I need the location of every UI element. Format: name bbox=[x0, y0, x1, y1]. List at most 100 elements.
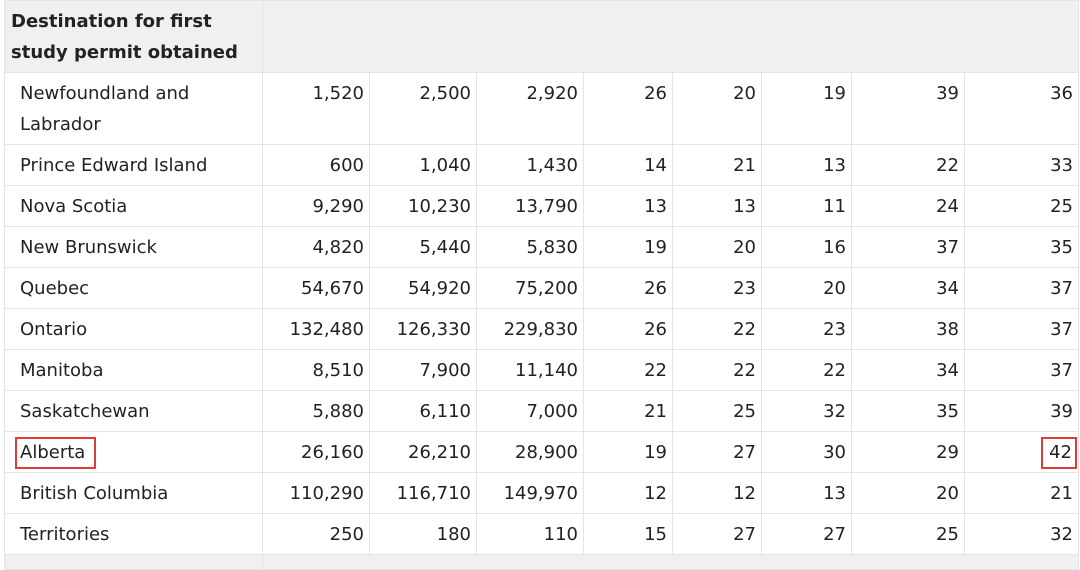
table-cell: 149,970 bbox=[476, 472, 584, 514]
table-cell: 36 bbox=[964, 72, 1079, 145]
row-label: Ontario bbox=[4, 308, 263, 350]
column-header-destination: Destination for first study permit obtai… bbox=[4, 0, 263, 73]
header-blank-area bbox=[262, 0, 1079, 73]
table-cell: 23 bbox=[672, 267, 762, 309]
table-cell: 19 bbox=[583, 226, 673, 268]
table-cell: 1,040 bbox=[369, 144, 477, 186]
table-cell: 32 bbox=[964, 513, 1079, 555]
table-row: Quebec 54,670 54,920 75,200 26 23 20 34 … bbox=[4, 267, 1079, 309]
table-cell: 20 bbox=[761, 267, 852, 309]
table-cell: 2,920 bbox=[476, 72, 584, 145]
table-cell: 6,110 bbox=[369, 390, 477, 432]
table-cell: 250 bbox=[262, 513, 370, 555]
table-cell: 39 bbox=[964, 390, 1079, 432]
table-cell: 10,230 bbox=[369, 185, 477, 227]
table-cell: 26,160 bbox=[262, 431, 370, 473]
table-cell: 126,330 bbox=[369, 308, 477, 350]
table-cell: 27 bbox=[672, 513, 762, 555]
table-cell: 21 bbox=[964, 472, 1079, 514]
table-cell: 4,820 bbox=[262, 226, 370, 268]
row-label: Territories bbox=[4, 513, 263, 555]
table-cell: 13 bbox=[761, 144, 852, 186]
highlight-box-alberta: Alberta bbox=[15, 437, 97, 469]
table-cell: 12 bbox=[583, 472, 673, 514]
table-cell: 19 bbox=[583, 431, 673, 473]
table-cell: 39 bbox=[851, 72, 965, 145]
table-cell: 1,520 bbox=[262, 72, 370, 145]
table-row: Prince Edward Island 600 1,040 1,430 14 … bbox=[4, 144, 1079, 186]
table-cell: 34 bbox=[851, 349, 965, 391]
table-cell: 8,510 bbox=[262, 349, 370, 391]
table-cell: 30 bbox=[761, 431, 852, 473]
table-cell: 27 bbox=[761, 513, 852, 555]
table-cell: 25 bbox=[964, 185, 1079, 227]
row-label: Nova Scotia bbox=[4, 185, 263, 227]
table-cell: 34 bbox=[851, 267, 965, 309]
table-cell: 132,480 bbox=[262, 308, 370, 350]
table-cell: 110 bbox=[476, 513, 584, 555]
table-cell: 26 bbox=[583, 72, 673, 145]
study-permit-table: Destination for first study permit obtai… bbox=[4, 0, 1079, 570]
table-cell: 12 bbox=[672, 472, 762, 514]
table-cell: 37 bbox=[964, 349, 1079, 391]
table-cell: 229,830 bbox=[476, 308, 584, 350]
table-cell: 37 bbox=[851, 226, 965, 268]
table-cell: 33 bbox=[964, 144, 1079, 186]
table-cell: 22 bbox=[583, 349, 673, 391]
table-row: Ontario 132,480 126,330 229,830 26 22 23… bbox=[4, 308, 1079, 350]
table-cell: 13 bbox=[761, 472, 852, 514]
table-cell: 13,790 bbox=[476, 185, 584, 227]
table-cell: 5,830 bbox=[476, 226, 584, 268]
table-cell: 22 bbox=[851, 144, 965, 186]
table-cell: 23 bbox=[761, 308, 852, 350]
table-cell: 28,900 bbox=[476, 431, 584, 473]
table-cell: 37 bbox=[964, 267, 1079, 309]
table-cell: 38 bbox=[851, 308, 965, 350]
table-cell: 13 bbox=[672, 185, 762, 227]
table-cell: 21 bbox=[672, 144, 762, 186]
table-cell: 26,210 bbox=[369, 431, 477, 473]
row-label: Prince Edward Island bbox=[4, 144, 263, 186]
table-cell: 35 bbox=[851, 390, 965, 432]
table-cell: 26 bbox=[583, 267, 673, 309]
table-cell: 5,440 bbox=[369, 226, 477, 268]
table-cell: 19 bbox=[761, 72, 852, 145]
table-cell: 20 bbox=[672, 226, 762, 268]
row-label: Saskatchewan bbox=[4, 390, 263, 432]
table-cell: 27 bbox=[672, 431, 762, 473]
table-cell: 20 bbox=[672, 72, 762, 145]
table-cell: 1,430 bbox=[476, 144, 584, 186]
table-row: Newfoundland and Labrador 1,520 2,500 2,… bbox=[4, 72, 1079, 145]
table-cell: 16 bbox=[761, 226, 852, 268]
table-cell: 9,290 bbox=[262, 185, 370, 227]
table-cell: 11 bbox=[761, 185, 852, 227]
table-cell: 25 bbox=[672, 390, 762, 432]
table-cell: 29 bbox=[851, 431, 965, 473]
table-cell: 35 bbox=[964, 226, 1079, 268]
table-cell: 26 bbox=[583, 308, 673, 350]
table-row: Nova Scotia 9,290 10,230 13,790 13 13 11… bbox=[4, 185, 1079, 227]
table-cell: 600 bbox=[262, 144, 370, 186]
footer-row bbox=[4, 554, 1079, 570]
table-cell: 116,710 bbox=[369, 472, 477, 514]
table-cell: 14 bbox=[583, 144, 673, 186]
table-cell: 37 bbox=[964, 308, 1079, 350]
table-cell: 21 bbox=[583, 390, 673, 432]
row-label: New Brunswick bbox=[4, 226, 263, 268]
table-cell: 24 bbox=[851, 185, 965, 227]
table-cell: 54,670 bbox=[262, 267, 370, 309]
table-row: Saskatchewan 5,880 6,110 7,000 21 25 32 … bbox=[4, 390, 1079, 432]
table-cell: 13 bbox=[583, 185, 673, 227]
table-cell: 54,920 bbox=[369, 267, 477, 309]
table-row: Manitoba 8,510 7,900 11,140 22 22 22 34 … bbox=[4, 349, 1079, 391]
table-cell: 75,200 bbox=[476, 267, 584, 309]
header-row: Destination for first study permit obtai… bbox=[4, 0, 1079, 73]
footer-cell bbox=[4, 554, 263, 570]
table-cell: 180 bbox=[369, 513, 477, 555]
table-cell: 42 bbox=[964, 431, 1079, 473]
footer-cell bbox=[262, 554, 1079, 570]
table-cell: 110,290 bbox=[262, 472, 370, 514]
table-row: New Brunswick 4,820 5,440 5,830 19 20 16… bbox=[4, 226, 1079, 268]
row-label: Newfoundland and Labrador bbox=[4, 72, 263, 145]
table-cell: 5,880 bbox=[262, 390, 370, 432]
